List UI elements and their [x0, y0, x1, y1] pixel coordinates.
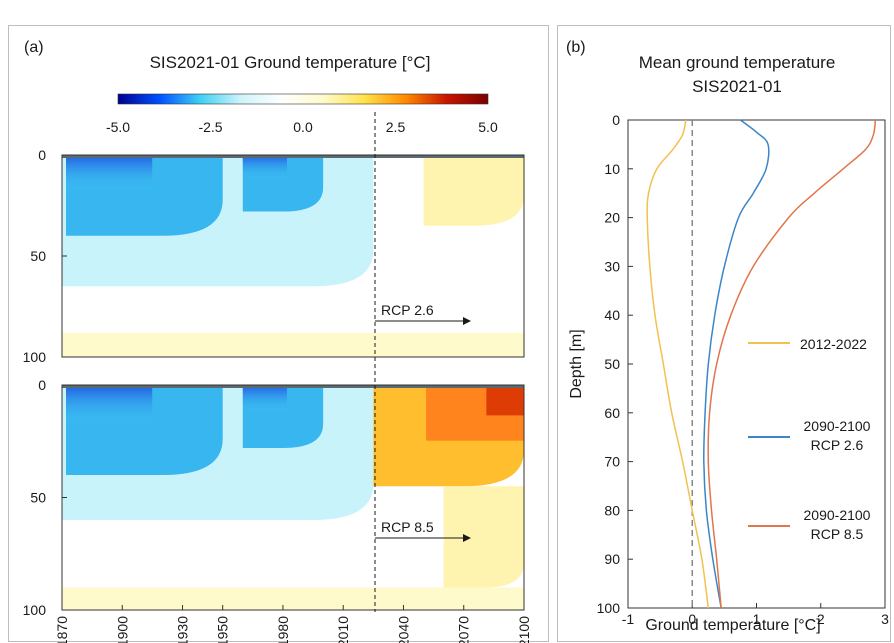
legend-label-2: 2090-2100 RCP 8.5	[804, 507, 871, 542]
y-tick-label: 50	[604, 356, 620, 372]
colorbar-tick-label: 5.0	[478, 119, 498, 135]
y-tick-label: 100	[597, 600, 621, 616]
x-tick-label: 2070	[456, 616, 472, 643]
y-tick-label: 20	[604, 210, 620, 226]
y-tick-label: 0	[38, 147, 46, 163]
legend-label-0: 2012-2022	[800, 336, 867, 352]
x-tick-label: 1980	[275, 616, 291, 643]
panel-a-label: (a)	[24, 39, 44, 56]
x-tick-label: 2040	[395, 616, 411, 643]
heatmap-cold-core	[242, 155, 287, 181]
colorbar-tick-label: 0.0	[293, 119, 313, 135]
x-tick-label: 2010	[335, 616, 351, 643]
y-tick-label: 80	[604, 502, 620, 518]
panel-a: (a) SIS2021-01 Ground temperature [°C] -…	[23, 39, 532, 643]
panel-a-frame	[8, 25, 549, 642]
y-tick-label: 100	[23, 602, 47, 618]
x-tick-label: 0	[688, 611, 696, 627]
y-tick-label: 50	[30, 248, 46, 264]
scenario-label-rcp85: RCP 8.5	[381, 519, 434, 535]
series-line-2	[707, 119, 877, 609]
panel-b-title: Mean ground temperature SIS2021-01	[639, 53, 836, 96]
legend-label-1: 2090-2100 RCP 2.6	[804, 418, 871, 453]
y-tick-label: 40	[604, 307, 620, 323]
x-tick-label: 1900	[114, 616, 130, 643]
heatmap-cold-core	[66, 385, 153, 426]
series-line-1	[703, 119, 770, 609]
scenario-label-rcp26: RCP 2.6	[381, 302, 434, 318]
x-tick-label: -1	[622, 611, 635, 627]
y-tick-label: 0	[38, 377, 46, 393]
heatmap-rcp85	[61, 384, 525, 611]
heatmap-hot-core	[486, 385, 524, 416]
x-tick-label: 2100	[516, 616, 532, 643]
y-axis-label: Depth [m]	[568, 329, 585, 398]
x-tick-label: 1870	[54, 616, 70, 643]
heatmap-region	[443, 486, 524, 588]
x-tick-label: 1950	[215, 616, 231, 643]
heatmap-region	[62, 332, 524, 357]
scenario-annotation-rcp85: RCP 8.5	[375, 519, 471, 542]
colorbar-tick-label: -2.5	[198, 119, 222, 135]
heatmap-region	[62, 587, 524, 610]
heatmap-cold-core	[242, 385, 287, 414]
heatmap-rcp26	[61, 154, 525, 358]
y-tick-label: 70	[604, 454, 620, 470]
colorbar	[117, 93, 489, 105]
y-tick-label: 10	[604, 161, 620, 177]
heatmap-region	[423, 155, 524, 226]
y-tick-label: 100	[23, 349, 47, 365]
panel-a-title: SIS2021-01 Ground temperature [°C]	[150, 53, 431, 72]
heatmap-cold-core	[66, 155, 153, 192]
panel-b-label: (b)	[566, 39, 586, 56]
x-tick-label: 1	[753, 611, 761, 627]
x-axis-label: Ground temperature [°C]	[645, 617, 820, 634]
y-tick-label: 60	[604, 405, 620, 421]
y-tick-label: 0	[612, 112, 620, 128]
colorbar-tick-label: 2.5	[386, 119, 406, 135]
y-tick-label: 90	[604, 551, 620, 567]
colorbar-tick-label: -5.0	[106, 119, 130, 135]
x-tick-label: 2	[817, 611, 825, 627]
y-tick-label: 50	[30, 490, 46, 506]
panel-b: (b) Mean ground temperature SIS2021-01 0 1…	[566, 39, 889, 634]
x-tick-label: 1930	[175, 616, 191, 643]
x-tick-label: 3	[881, 611, 889, 627]
panel-b-frame	[557, 25, 891, 642]
y-tick-label: 30	[604, 258, 620, 274]
series-line-0	[646, 119, 710, 609]
scenario-annotation-rcp26: RCP 2.6	[375, 302, 471, 325]
